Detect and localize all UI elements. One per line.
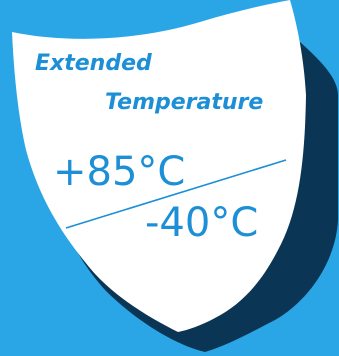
divider-line	[65, 159, 287, 229]
title-line-2: Temperature	[105, 90, 264, 115]
shield-face	[12, 0, 306, 332]
temperature-low: -40°C	[145, 200, 259, 246]
temperature-high: +85°C	[53, 149, 186, 195]
title-line-1: Extended	[35, 51, 152, 76]
